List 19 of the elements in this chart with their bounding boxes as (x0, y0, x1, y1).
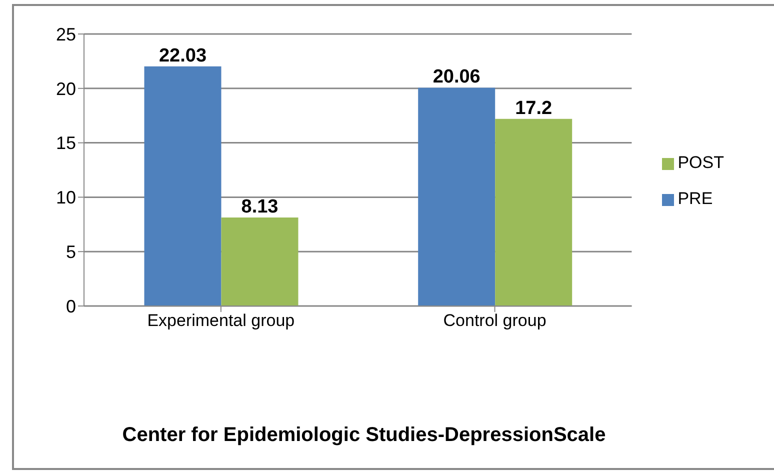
bar (495, 118, 572, 306)
data-label: 22.03 (158, 45, 207, 66)
data-label: 17.2 (515, 98, 552, 119)
data-label: 20.06 (432, 66, 480, 88)
data-label: 8.13 (241, 196, 278, 218)
bar (144, 66, 222, 306)
y-tick-label: 10 (56, 188, 76, 208)
x-tick-label: Experimental group (147, 311, 295, 330)
x-tick-label: Control group (443, 311, 546, 330)
y-tick-label: 15 (56, 133, 76, 154)
legend-label: POST (678, 153, 724, 172)
bar (221, 218, 298, 306)
y-tick-label: 0 (66, 296, 76, 316)
y-tick-label: 20 (56, 78, 76, 99)
legend-label: PRE (678, 189, 713, 208)
y-tick-label: 5 (66, 242, 76, 262)
bar (418, 88, 496, 306)
text: Center for Epidemiologic Studies-DepressionScale (121, 424, 607, 447)
y-tick-label: 25 (56, 24, 76, 44)
